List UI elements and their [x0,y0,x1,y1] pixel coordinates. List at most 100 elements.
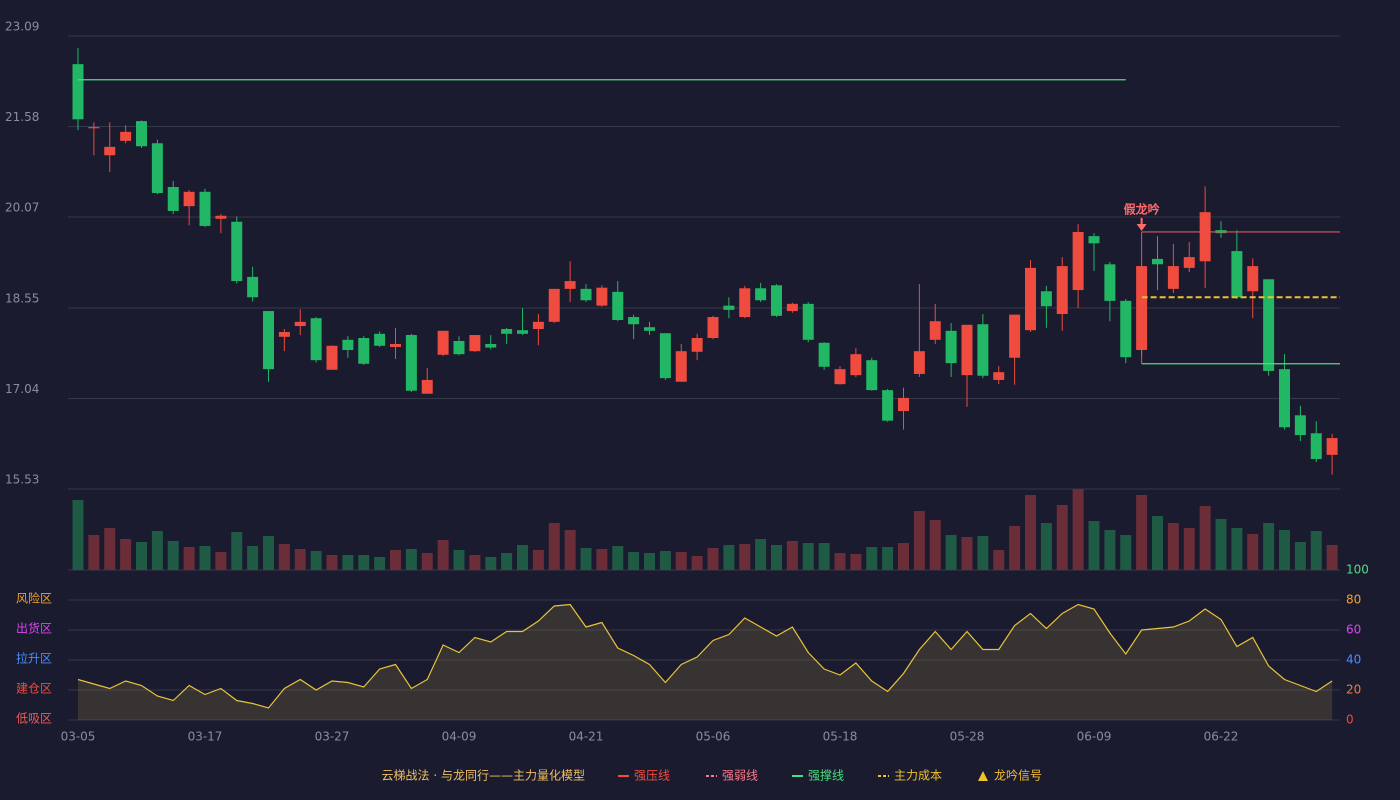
candle-body [72,64,84,120]
zone-label: 出货区 [16,621,52,636]
volume-bar [580,548,592,570]
candle-body [1104,264,1116,301]
candle-body [961,324,973,376]
volume-bar [532,550,544,570]
x-tick-label: 03-27 [315,730,350,744]
volume-bar [485,557,497,570]
volume-bar [310,551,322,570]
volume-bar [1326,545,1338,570]
candle-body [612,291,624,321]
volume-bar [628,552,640,570]
candle-body [739,288,751,318]
candle-body [707,317,719,338]
volume-bar [898,543,909,570]
candle-body [818,342,830,367]
candle-body [882,390,894,421]
candle-body [1310,433,1322,460]
candle-body [294,321,306,327]
candle-body [564,281,576,289]
candle-body [517,330,528,334]
candle-body [580,288,592,301]
volume-bar [326,555,338,570]
candle-body [421,379,433,394]
candle-body [183,191,195,207]
volume-bar [358,555,370,570]
legend-label: 主力成本 [894,769,942,783]
volume-bar [644,553,655,570]
volume-bar [1104,530,1116,570]
volume-bar [786,541,798,570]
volume-bar [1310,531,1322,570]
volume-bar [1215,519,1227,570]
y-tick-label: 20.07 [5,200,39,214]
candle-body [913,351,925,374]
volume-bar [739,544,751,570]
candle-body [596,287,608,306]
y-tick-label: 17.04 [5,382,39,396]
volume-bar [834,553,846,570]
candle-body [374,333,386,346]
volume-bar [1247,534,1259,570]
volume-bar [850,554,862,570]
x-tick-label: 05-18 [823,730,858,744]
volume-bar [263,536,274,570]
volume-bar [691,556,703,570]
volume-bar [374,557,386,570]
volume-bar [501,553,513,570]
legend-label: 强撑线 [808,768,844,783]
y-tick-label: 40 [1346,653,1361,667]
candle-body [1199,212,1211,262]
x-tick-label: 03-17 [188,730,223,744]
volume-bar [961,537,973,570]
volume-bar [88,535,100,570]
y-tick-label: 0 [1346,713,1354,727]
candle-body [1326,438,1338,455]
zone-label: 拉升区 [16,651,52,666]
y-tick-label: 60 [1346,623,1361,637]
volume-bar [929,520,941,570]
candle-body [485,343,497,348]
candle-body [929,321,941,340]
volume-bar [199,546,211,570]
volume-bar [1279,530,1290,570]
candle-body [644,327,655,331]
candle-body [993,372,1005,380]
volume-bar [1025,495,1036,570]
candle-body [977,324,989,376]
y-tick-label: 21.58 [5,110,39,124]
zone-label: 风险区 [16,591,52,606]
candle-body [628,317,640,325]
candle-body [675,351,687,382]
volume-bar [882,547,894,570]
volume-bar [215,552,227,570]
volume-bar [755,539,767,570]
volume-bar [453,550,465,570]
candle-body [755,288,767,301]
volume-bar [421,553,433,570]
candle-body [247,276,259,298]
candle-body [1025,267,1036,331]
annotation-arrow-head [1136,223,1147,231]
volume-bar [278,544,290,570]
volume-bar [136,542,147,570]
candle-body [1167,266,1179,289]
candle-body [691,338,703,352]
legend-label: 强压线 [634,769,670,783]
volume-bar [151,531,163,570]
legend-swatch [978,771,988,781]
candle-body [1088,236,1100,244]
volume-bar [1294,542,1306,570]
candle-body [1263,279,1275,371]
zone-label: 低吸区 [16,712,52,726]
candle-body [453,340,465,355]
x-tick-label: 04-09 [442,730,477,744]
candle-body [866,360,878,391]
y-tick-label: 20 [1346,683,1361,697]
candle-body [88,127,100,129]
candle-body [326,345,338,370]
volume-bar [771,545,782,570]
volume-bar [977,536,989,570]
candle-body [342,339,354,350]
candle-body [104,146,116,156]
y-tick-label: 80 [1346,593,1361,607]
